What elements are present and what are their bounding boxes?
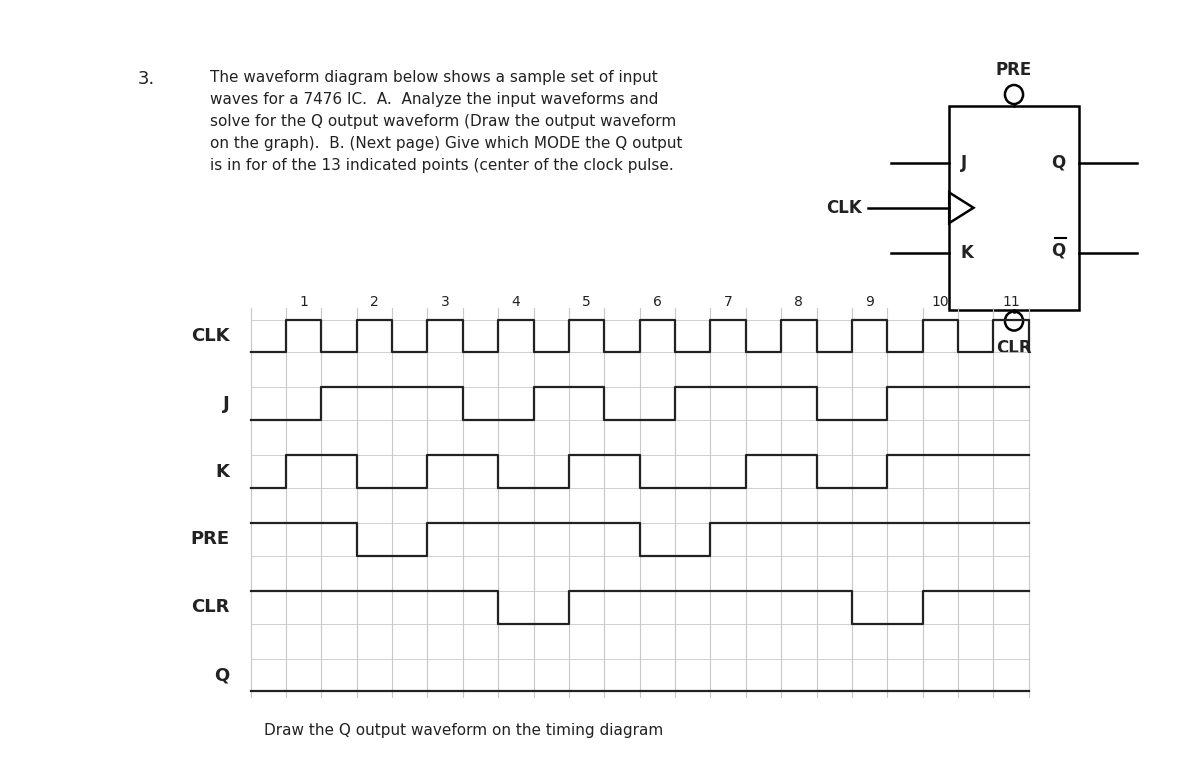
Text: 10: 10	[931, 295, 949, 309]
Text: 6: 6	[653, 295, 662, 309]
Text: Q: Q	[1051, 154, 1066, 172]
Text: K: K	[960, 243, 973, 262]
Text: 11: 11	[1002, 295, 1020, 309]
Text: CLR: CLR	[996, 339, 1032, 356]
Text: CLK: CLK	[191, 327, 229, 345]
Text: 8: 8	[794, 295, 803, 309]
Bar	[949, 106, 1079, 310]
Text: Q: Q	[1051, 242, 1066, 260]
Text: 3: 3	[440, 295, 450, 309]
Text: J: J	[960, 154, 967, 172]
Text: PRE: PRE	[191, 530, 229, 548]
Text: K: K	[216, 462, 229, 481]
Text: CLR: CLR	[191, 598, 229, 616]
Text: 3.: 3.	[138, 70, 155, 87]
Text: 7: 7	[724, 295, 732, 309]
Text: Draw the Q output waveform on the timing diagram: Draw the Q output waveform on the timing…	[264, 723, 664, 737]
Text: 5: 5	[582, 295, 592, 309]
Text: PRE: PRE	[996, 61, 1032, 79]
Text: 1: 1	[299, 295, 308, 309]
Text: CLK: CLK	[826, 199, 862, 216]
Text: The waveform diagram below shows a sample set of input
waves for a 7476 IC.  A. : The waveform diagram below shows a sampl…	[210, 70, 683, 173]
Text: 2: 2	[370, 295, 379, 309]
Text: J: J	[223, 395, 229, 413]
Text: Q: Q	[214, 666, 229, 684]
Text: 4: 4	[511, 295, 521, 309]
Text: 9: 9	[865, 295, 874, 309]
